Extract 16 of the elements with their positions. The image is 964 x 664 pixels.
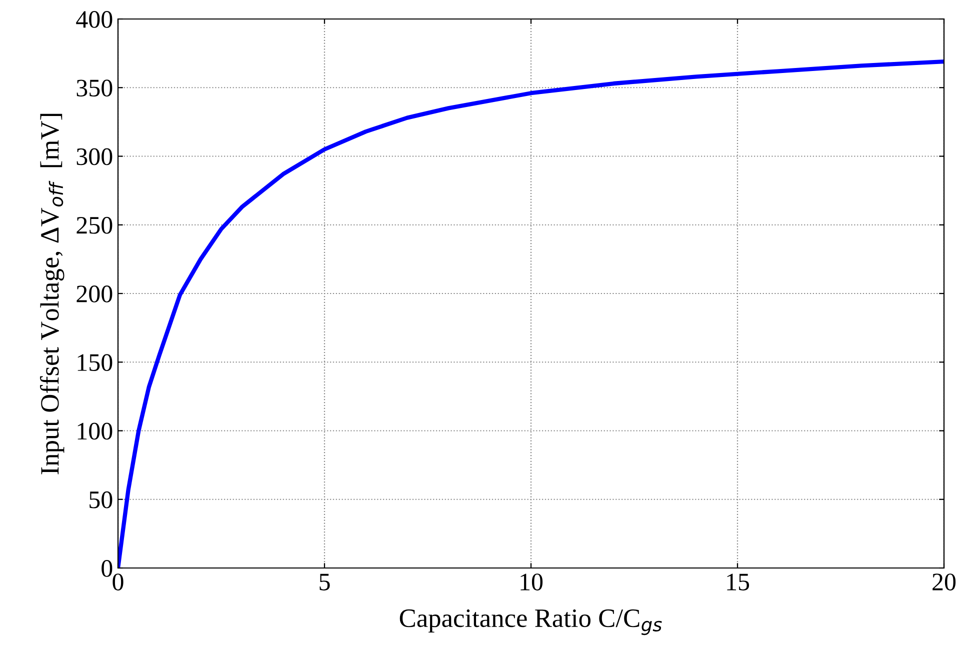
y-tick-label: 300 xyxy=(76,148,112,166)
y-tick-label: 200 xyxy=(76,286,112,302)
y-tick-label: 400 xyxy=(76,11,112,28)
y-tick-label: 50 xyxy=(90,491,112,508)
y-tick-label: 0 xyxy=(102,560,112,577)
x-tick-label: 0 xyxy=(112,574,124,590)
x-tick-label: 10 xyxy=(520,574,543,590)
x-tick-label: 5 xyxy=(320,574,330,590)
x-tick-label: 20 xyxy=(932,574,956,590)
x-tick-label: 15 xyxy=(727,574,750,590)
y-axis-title: Input Offset Voltage, ΔV$_{off}$ [mV] xyxy=(40,114,64,474)
y-tick-label: 350 xyxy=(76,80,112,97)
y-tick-label: 250 xyxy=(76,216,112,234)
y-tick-label: 150 xyxy=(78,354,112,372)
y-tick-label: 100 xyxy=(78,422,112,440)
x-axis-title: Capacitance Ratio C/C$_{gs}$ xyxy=(400,609,662,636)
